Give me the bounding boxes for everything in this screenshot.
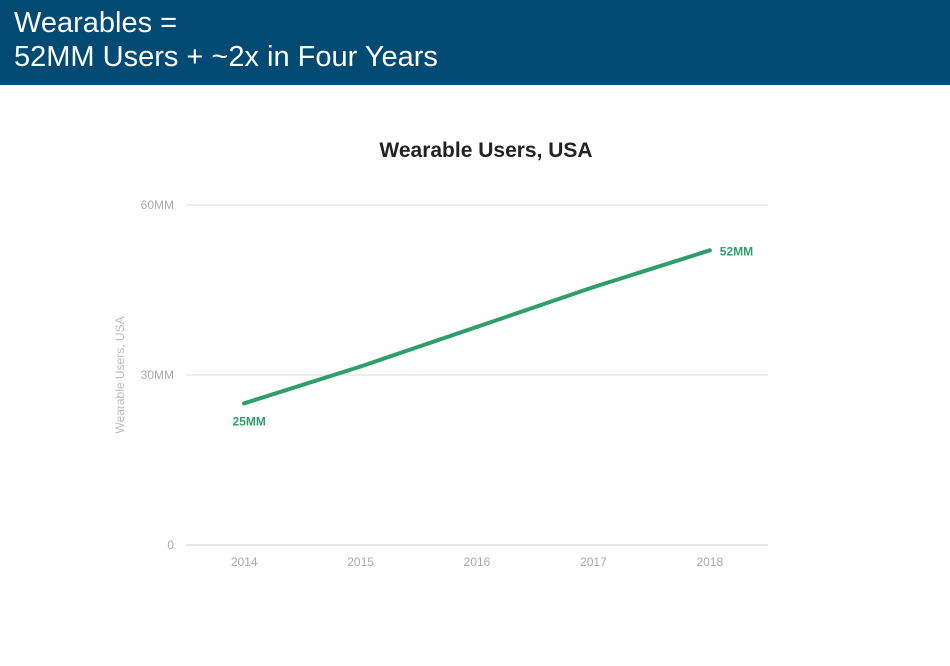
x-tick-label: 2017 <box>580 555 607 569</box>
data-point <box>242 401 247 406</box>
data-point <box>475 324 479 329</box>
data-point <box>707 248 712 253</box>
x-tick-label: 2015 <box>347 555 374 569</box>
y-tick-label: 30MM <box>141 368 174 382</box>
y-tick-label: 0 <box>167 538 174 552</box>
data-label: 52MM <box>720 244 753 258</box>
slide-title-line-2: 52MM Users + ~2x in Four Years <box>14 41 438 73</box>
slide-header: Wearables = 52MM Users + ~2x in Four Yea… <box>0 0 950 85</box>
chart-area: Wearable Users, USA 0 30MM 60MM Wearable Use… <box>0 85 950 661</box>
data-point <box>358 364 363 369</box>
y-axis-label: Wearable Users, USA <box>113 316 127 433</box>
data-label: 25MM <box>233 414 266 428</box>
y-tick-label: 60MM <box>141 198 174 212</box>
data-point <box>591 285 596 290</box>
x-tick-label: 2018 <box>696 555 723 569</box>
x-tick-label: 2016 <box>464 555 491 569</box>
line-chart: Wearable Users, USA 0 30MM 60MM Wearable Use… <box>113 139 768 569</box>
chart-title: Wearable Users, USA <box>379 139 592 162</box>
slide-title-line-1: Wearables = <box>14 7 178 39</box>
x-tick-label: 2014 <box>231 555 258 569</box>
